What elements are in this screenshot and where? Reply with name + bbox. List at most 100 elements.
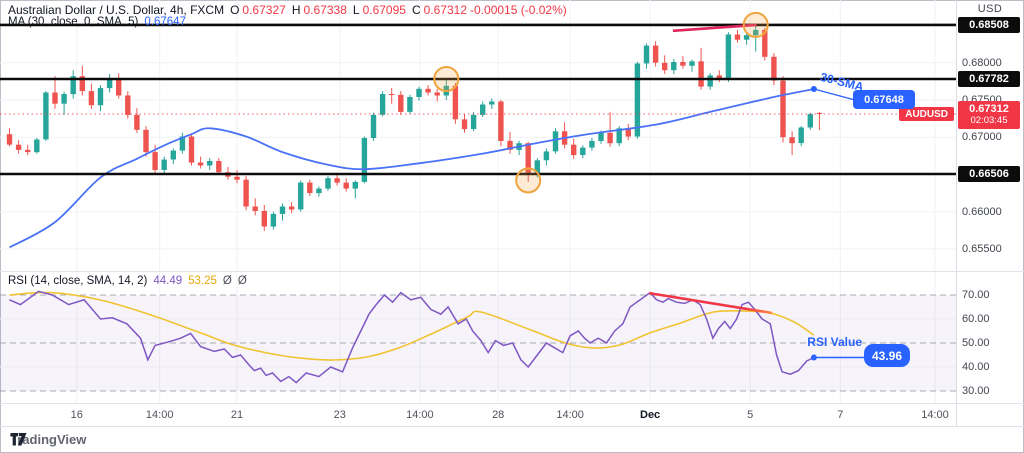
candle-body [6, 134, 13, 145]
ma30-line[interactable] [9, 88, 815, 249]
time-tick-label: 28 [492, 409, 505, 421]
candle-body [662, 62, 668, 71]
candle-body [434, 92, 440, 96]
candle-body [480, 104, 486, 115]
candle-body [343, 182, 349, 189]
rsi-value-badge[interactable]: 43.96 [864, 344, 910, 367]
highlight-circle[interactable] [515, 167, 542, 194]
time-tick-label: 21 [230, 409, 244, 421]
candle-body [552, 131, 559, 152]
symbol-legend: Australian Dollar / U.S. Dollar, 4h, FXC… [8, 3, 567, 17]
footer: TradingView [10, 432, 86, 447]
high-label: H [291, 3, 301, 17]
candle-body [352, 181, 358, 189]
rsi-tick-label: 60.00 [962, 313, 990, 325]
tradingview-brand-text: TradingView [10, 432, 87, 447]
candle-body [389, 94, 395, 95]
candle-body [43, 92, 49, 140]
candle-body [179, 136, 186, 151]
candle-body [762, 30, 768, 57]
candle-body [15, 144, 22, 150]
candle-body [671, 62, 677, 71]
candle-body [207, 161, 213, 166]
time-tick-label: 14:00 [921, 409, 949, 421]
change-value: -0.00015 (-0.02%) [470, 3, 567, 17]
candle-body [634, 63, 641, 137]
candle-body [525, 143, 531, 175]
candle-body [243, 179, 249, 207]
time-tick-label: 14:00 [406, 409, 434, 421]
time-tick-label: 16 [70, 409, 83, 421]
rsi-tick-label: 70.00 [962, 289, 990, 301]
level-price-badge: 0.66506 [958, 166, 1020, 182]
candle-body [34, 139, 40, 153]
candle-body [716, 75, 722, 80]
grid [0, 0, 956, 403]
candle-body [689, 61, 695, 66]
candle-body [771, 56, 777, 81]
price-trendline[interactable] [672, 23, 757, 33]
symbol-price-tag: AUDUSD [899, 107, 954, 121]
ma-legend[interactable]: MA (30, close, 0, SMA, 5) 0.67647 [8, 16, 186, 28]
candle-body [161, 159, 167, 170]
footer-border [0, 426, 1024, 427]
candle-body [143, 129, 149, 153]
candle-body [325, 178, 331, 189]
rsi-trendline[interactable] [648, 291, 773, 315]
price-tick-label: 0.68000 [962, 56, 1002, 69]
price-tick-label: 0.67000 [962, 131, 1002, 144]
candle-body [734, 34, 741, 40]
candle-body [97, 88, 104, 106]
candle-body [261, 210, 267, 227]
low-label: L [352, 3, 360, 17]
current-price-badge: 0.67312 02:03:45 [958, 101, 1020, 129]
rsi-empty-value-1: Ø [222, 275, 232, 287]
symbol-title[interactable]: Australian Dollar / U.S. Dollar, 4h, FXC… [8, 3, 225, 17]
ma-value-badge[interactable]: 0.67648 [853, 90, 915, 109]
candle-body [543, 151, 550, 161]
high-value: 0.67338 [303, 3, 347, 17]
candle-body [571, 144, 577, 156]
ma-callout-line [813, 88, 856, 101]
rsi-line[interactable] [9, 290, 815, 384]
open-value: 0.67327 [242, 3, 286, 17]
highlight-circle[interactable] [742, 11, 769, 38]
candle-body [816, 112, 823, 114]
candle-body [70, 76, 76, 95]
candles [6, 24, 823, 231]
candle-body [316, 188, 322, 194]
candle-body [534, 160, 540, 175]
candle-body [152, 152, 158, 170]
candle-body [25, 149, 31, 153]
candle-body [298, 182, 304, 210]
time-tick-label: 23 [333, 409, 346, 421]
candle-body [88, 91, 95, 106]
time-axis-border [0, 403, 1024, 404]
candle-body [625, 128, 631, 137]
pane-separator[interactable] [0, 271, 1024, 272]
rsi-legend[interactable]: RSI (14, close, SMA, 14, 2) 44.49 53.25 … [8, 275, 247, 287]
rsi-sma-line[interactable] [9, 291, 815, 361]
tradingview-logo-icon[interactable] [10, 432, 27, 447]
price-tick-label: 0.65500 [962, 242, 1002, 255]
candle-body [188, 136, 195, 163]
candle-body [370, 114, 377, 138]
candle-body [789, 137, 795, 144]
rsi-tick-label: 30.00 [962, 385, 990, 397]
candle-body [470, 114, 477, 129]
time-tick-label: 5 [747, 409, 754, 421]
candle-body [61, 94, 67, 104]
current-price-value: 0.67312 [969, 103, 1009, 115]
candle-body [125, 95, 131, 115]
rsi-annotation-label[interactable]: RSI Value [807, 335, 862, 349]
candle-body [288, 206, 295, 210]
rsi-tick-label: 40.00 [962, 361, 990, 373]
candle-body [798, 127, 804, 144]
level-price-badge: 0.68508 [958, 16, 1020, 33]
ma-legend-label: MA (30, close, 0, SMA, 5) [8, 16, 139, 28]
candle-body [461, 119, 468, 130]
rsi-empty-value-2: Ø [237, 275, 247, 287]
highlight-circle[interactable] [433, 66, 460, 92]
